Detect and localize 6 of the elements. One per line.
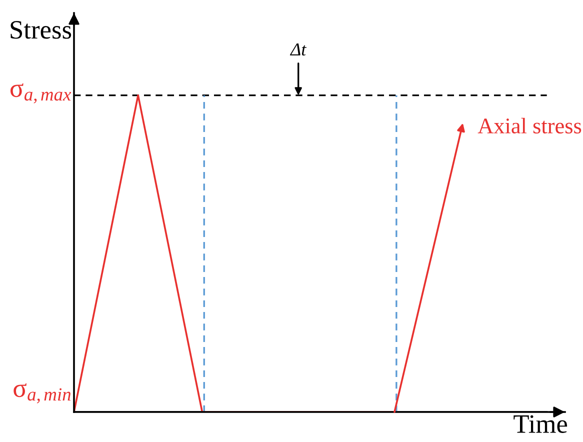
ref-line-label: σ$_{a,max}$ — [10, 83, 72, 104]
x-axis-title: Time — [514, 415, 568, 433]
y-axis-title: Stress — [10, 21, 72, 39]
annotation: Axial stress — [478, 118, 582, 134]
annotation: Δt — [290, 43, 307, 56]
ref-line-label: σ$_{a,min}$ — [14, 383, 71, 404]
